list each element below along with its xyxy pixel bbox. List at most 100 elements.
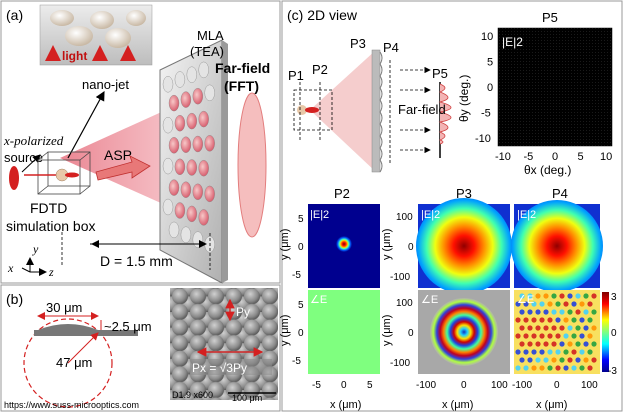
axis-z-label: z xyxy=(48,265,54,279)
p2-xlabel: x (μm) xyxy=(330,399,361,411)
p5-xtick: -5 xyxy=(524,151,534,163)
lens-cap xyxy=(38,324,98,330)
phase-dot xyxy=(571,349,577,355)
p5-xlabel: θx (deg.) xyxy=(524,163,571,177)
source-url: https://www.suss-microoptics.com xyxy=(4,400,139,410)
phase-dot xyxy=(591,325,597,331)
p5-title: P5 xyxy=(542,10,558,25)
colorbar-tick-mid: 0 xyxy=(611,328,617,339)
mla-lens xyxy=(174,71,186,88)
phase-dot xyxy=(567,325,573,331)
panel-b-frame xyxy=(0,284,281,412)
p5-xtick: 10 xyxy=(600,151,612,163)
phase-dot xyxy=(535,325,541,331)
asp-label: ASP xyxy=(104,147,132,163)
mla-lens xyxy=(168,221,180,239)
phase-dot xyxy=(515,301,521,307)
mla-lens xyxy=(180,226,192,243)
sem-image: Py Px = √3Py D1.9 x600 100 μm xyxy=(170,288,278,410)
phase-dot xyxy=(551,309,557,315)
phase-dot xyxy=(579,333,585,339)
mla-lens xyxy=(198,61,209,79)
mla-lens xyxy=(186,66,198,83)
phase-dot xyxy=(531,333,537,339)
mla-lens xyxy=(186,159,198,176)
mla-lens xyxy=(162,76,174,93)
phase-dot xyxy=(539,301,545,307)
phase-dot xyxy=(515,349,521,355)
mla-subtitle: (TEA) xyxy=(190,44,224,59)
mla-lens xyxy=(162,198,174,216)
p3-ytick: -100 xyxy=(390,272,410,283)
mla-lens xyxy=(174,158,186,176)
p4-phase-map: ∠E xyxy=(514,290,600,374)
p5-ytick: 5 xyxy=(487,57,493,69)
p2-ytick: 5 xyxy=(298,214,304,225)
p2-ytick: -5 xyxy=(292,270,301,281)
mla-lens xyxy=(162,157,174,175)
p3-ylabel-top: y (μm) xyxy=(381,229,393,260)
phase-dot xyxy=(531,349,537,355)
phase-dot xyxy=(555,365,561,371)
mla-lens xyxy=(204,84,215,102)
phase-dot xyxy=(527,325,533,331)
p2-intensity-label: |E|2 xyxy=(310,209,329,221)
p5-ylabel: θy (deg.) xyxy=(457,75,471,122)
sem-info: D1.9 x600 xyxy=(172,390,213,400)
phase-dot xyxy=(563,317,569,323)
p2-phase-map: ∠E xyxy=(308,290,380,374)
lens-curvature-circle xyxy=(23,318,113,408)
mla-lens xyxy=(198,110,209,128)
mla-lens xyxy=(180,136,192,153)
mla-lens xyxy=(192,183,204,201)
p5-xtick: -10 xyxy=(495,151,511,163)
phase-dot xyxy=(587,301,593,307)
phase-dot xyxy=(563,349,569,355)
p3-phase-map: ∠E xyxy=(418,290,510,374)
plane-p2-label: P2 xyxy=(312,62,328,77)
p3-ytick: 0 xyxy=(408,242,414,253)
phase-dot xyxy=(563,301,569,307)
py-label: Py xyxy=(236,305,250,319)
p2-ytick: 0 xyxy=(298,242,304,253)
phase-dot xyxy=(551,341,557,347)
phase-dot xyxy=(531,365,537,371)
p4-xlabel: x (μm) xyxy=(536,399,567,411)
phase-dot xyxy=(535,357,541,363)
p4-intensity-label: |E|2 xyxy=(517,209,536,221)
phase-dot xyxy=(543,309,549,315)
p5-ytick: -5 xyxy=(481,108,491,120)
phase-dot xyxy=(515,365,521,371)
mla-lens xyxy=(180,181,192,198)
phase-dot xyxy=(575,341,581,347)
mla-lens xyxy=(192,135,204,153)
phase-dot xyxy=(583,341,589,347)
p2-xtick: -5 xyxy=(312,380,321,391)
p3-ytick: 100 xyxy=(396,298,413,309)
p3-intensity-map: |E|2 xyxy=(416,198,512,294)
phase-dot xyxy=(575,357,581,363)
mla-lens xyxy=(168,94,180,112)
phase-dot xyxy=(547,301,553,307)
phase-dot xyxy=(571,333,577,339)
phase-dot xyxy=(563,333,569,339)
phase-dot xyxy=(543,325,549,331)
p5-ytick: 0 xyxy=(487,82,493,94)
phase-dot xyxy=(555,301,561,307)
p2-intensity-map: |E|2 xyxy=(308,204,380,288)
far-field-label: Far-field xyxy=(215,60,270,76)
phase-dot xyxy=(543,341,549,347)
phase-dot xyxy=(591,293,597,299)
p3-xlabel: x (μm) xyxy=(442,399,473,411)
phase-dot xyxy=(579,317,585,323)
phase-dot xyxy=(563,365,569,371)
fdtd-label: FDTD xyxy=(30,200,67,216)
inset-light-label: light xyxy=(62,49,87,63)
phase-dot xyxy=(527,309,533,315)
p3-ylabel-bottom: y (μm) xyxy=(381,315,393,346)
p5-ytick: -10 xyxy=(475,133,491,145)
phase-dot xyxy=(551,293,557,299)
panel-b: (b) 30 μm ~2.5 μm 47 μm Py Px = √3Py D1.… xyxy=(4,288,278,410)
phase-dot xyxy=(539,349,545,355)
